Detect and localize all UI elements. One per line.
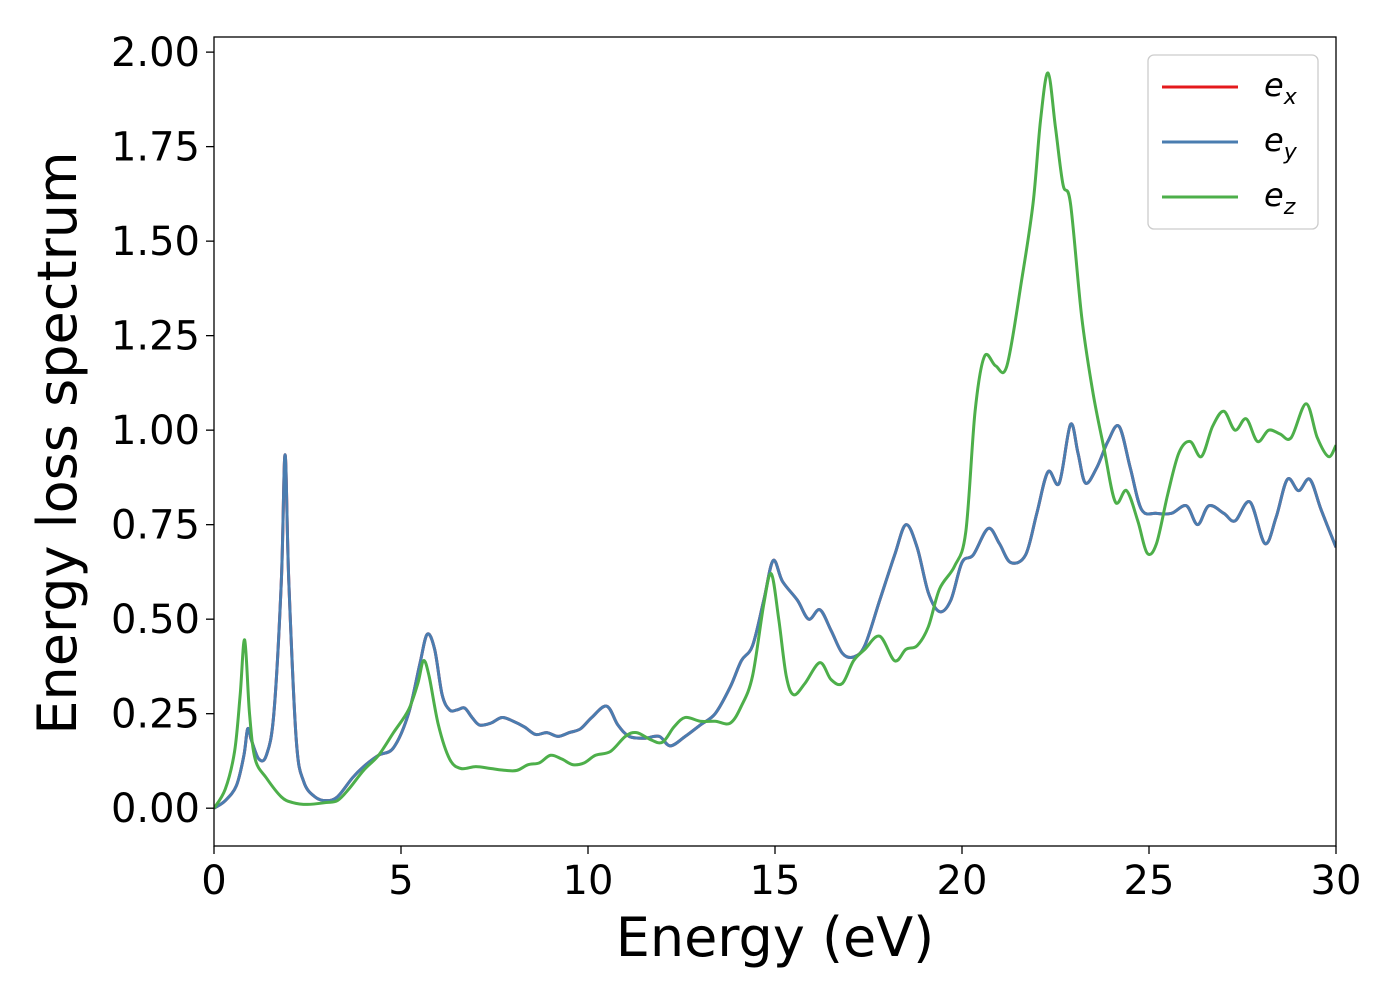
y-tick-label: 1.50 (111, 219, 200, 265)
y-tick-label: 0.75 (111, 503, 200, 549)
y-tick-label: 1.75 (111, 125, 200, 171)
x-tick-label: 0 (201, 858, 226, 904)
legend-label-e_z: ez (1264, 176, 1296, 220)
legend-label-main: e (1264, 176, 1284, 214)
legend-label-subscript: x (1283, 85, 1298, 110)
series-line-e_y (214, 422, 1336, 810)
y-axis-title: Energy loss spectrum (26, 151, 89, 734)
x-tick-label: 5 (388, 858, 413, 904)
x-tick-label: 15 (750, 858, 801, 904)
x-tick-label: 20 (937, 858, 988, 904)
y-tick-label: 0.50 (111, 597, 200, 643)
legend-label-main: e (1264, 66, 1284, 104)
legend-label-subscript: y (1283, 140, 1298, 165)
x-tick-label: 10 (563, 858, 614, 904)
y-tick-label: 1.00 (111, 408, 200, 454)
x-tick-label: 25 (1124, 858, 1175, 904)
series-line-e_z (214, 71, 1336, 810)
x-tick-label: 30 (1311, 858, 1362, 904)
y-tick-label: 2.00 (111, 30, 200, 76)
legend-label-subscript: z (1283, 195, 1296, 220)
legend-label-main: e (1264, 121, 1284, 159)
x-axis: 0 5 10 15 20 25 30 (201, 846, 1361, 904)
y-tick-label: 0.25 (111, 692, 200, 738)
x-axis-title: Energy (eV) (616, 906, 935, 969)
y-tick-label: 1.25 (111, 314, 200, 360)
legend-label-e_y: ey (1264, 121, 1298, 165)
y-tick-label: 0.00 (111, 786, 200, 832)
legend-label-e_x: ex (1264, 66, 1298, 110)
y-axis: 0.00 0.25 0.50 0.75 1.00 1.25 1.50 1.75 2.00 (111, 30, 214, 832)
